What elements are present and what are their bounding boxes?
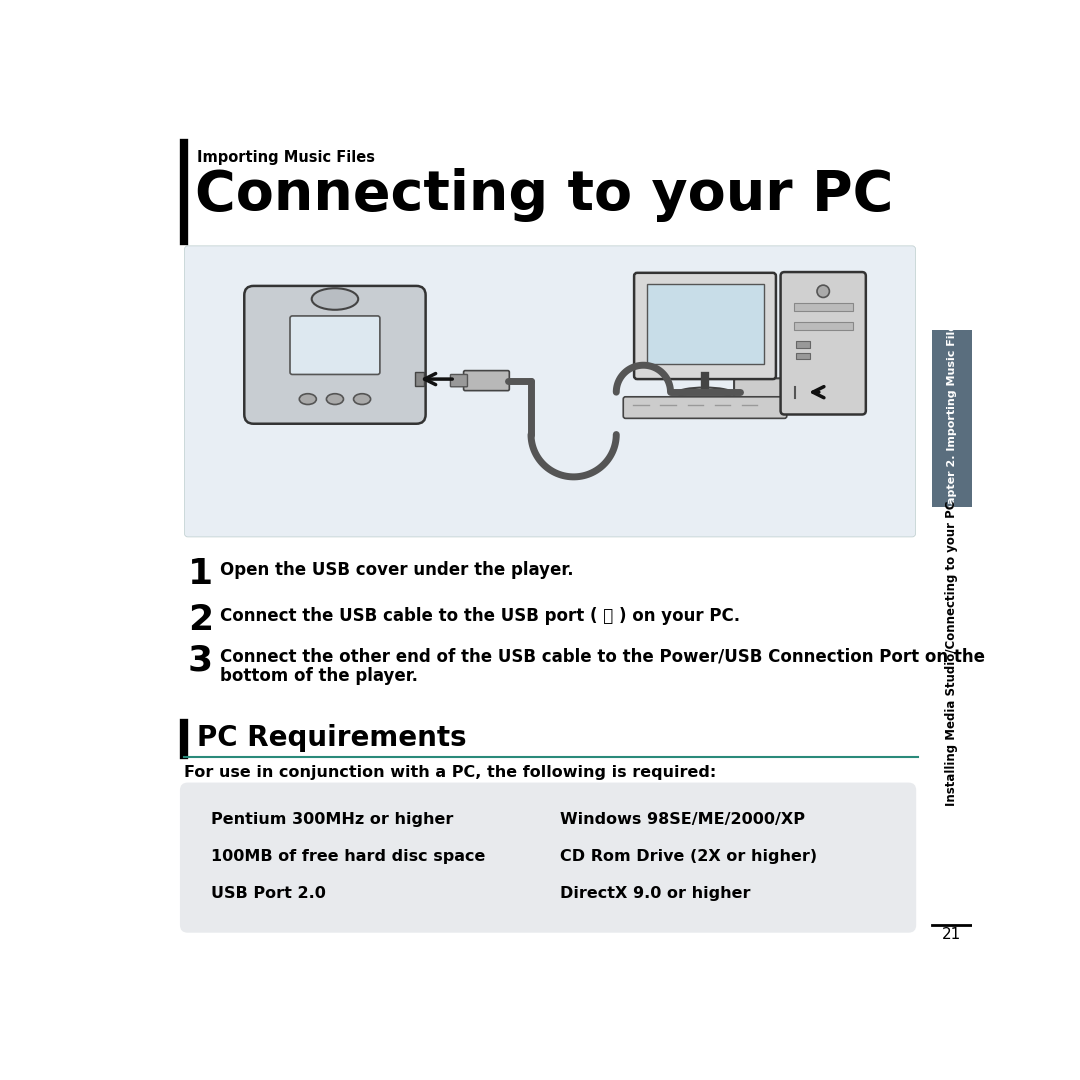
Text: 1: 1 <box>188 557 213 591</box>
Ellipse shape <box>299 394 316 405</box>
FancyBboxPatch shape <box>450 375 468 387</box>
Ellipse shape <box>353 394 370 405</box>
Text: 21: 21 <box>942 927 961 942</box>
FancyBboxPatch shape <box>623 396 786 418</box>
Bar <box>794 302 852 311</box>
Text: Connect the USB cable to the USB port ( ␥ ) on your PC.: Connect the USB cable to the USB port ( … <box>220 607 741 625</box>
FancyBboxPatch shape <box>734 378 789 406</box>
Text: Connect the other end of the USB cable to the Power/USB Connection Port on the: Connect the other end of the USB cable t… <box>220 648 985 665</box>
Ellipse shape <box>312 288 359 310</box>
FancyBboxPatch shape <box>291 316 380 375</box>
Text: Importing Music Files: Importing Music Files <box>197 150 375 164</box>
Text: Open the USB cover under the player.: Open the USB cover under the player. <box>220 561 573 579</box>
Text: bottom of the player.: bottom of the player. <box>220 667 418 685</box>
Text: USB Port 2.0: USB Port 2.0 <box>211 886 326 901</box>
Text: 100MB of free hard disc space: 100MB of free hard disc space <box>211 849 485 864</box>
Bar <box>415 373 424 386</box>
Text: 3: 3 <box>188 644 213 678</box>
Text: For use in conjunction with a PC, the following is required:: For use in conjunction with a PC, the fo… <box>184 765 716 780</box>
FancyBboxPatch shape <box>463 370 510 391</box>
FancyBboxPatch shape <box>180 783 916 933</box>
Bar <box>647 284 764 364</box>
FancyBboxPatch shape <box>781 272 866 415</box>
Text: PC Requirements: PC Requirements <box>197 724 467 752</box>
Text: Chapter 2. Importing Music Files: Chapter 2. Importing Music Files <box>947 316 957 521</box>
Bar <box>932 329 972 507</box>
Bar <box>796 353 810 359</box>
Ellipse shape <box>677 388 732 399</box>
Text: Connecting to your PC: Connecting to your PC <box>195 168 894 222</box>
FancyBboxPatch shape <box>244 286 426 423</box>
Text: DirectX 9.0 or higher: DirectX 9.0 or higher <box>559 886 751 901</box>
Text: Pentium 300MHz or higher: Pentium 300MHz or higher <box>211 812 454 827</box>
Ellipse shape <box>326 394 343 405</box>
Bar <box>794 322 852 329</box>
Circle shape <box>816 285 829 297</box>
Text: Installing Media Studio/Connecting to your PC: Installing Media Studio/Connecting to yo… <box>945 500 958 806</box>
Text: CD Rom Drive (2X or higher): CD Rom Drive (2X or higher) <box>559 849 816 864</box>
Circle shape <box>786 384 802 400</box>
Text: Windows 98SE/ME/2000/XP: Windows 98SE/ME/2000/XP <box>559 812 805 827</box>
FancyBboxPatch shape <box>634 273 775 379</box>
FancyBboxPatch shape <box>185 246 916 537</box>
Text: 2: 2 <box>188 603 213 637</box>
Bar <box>796 341 810 348</box>
